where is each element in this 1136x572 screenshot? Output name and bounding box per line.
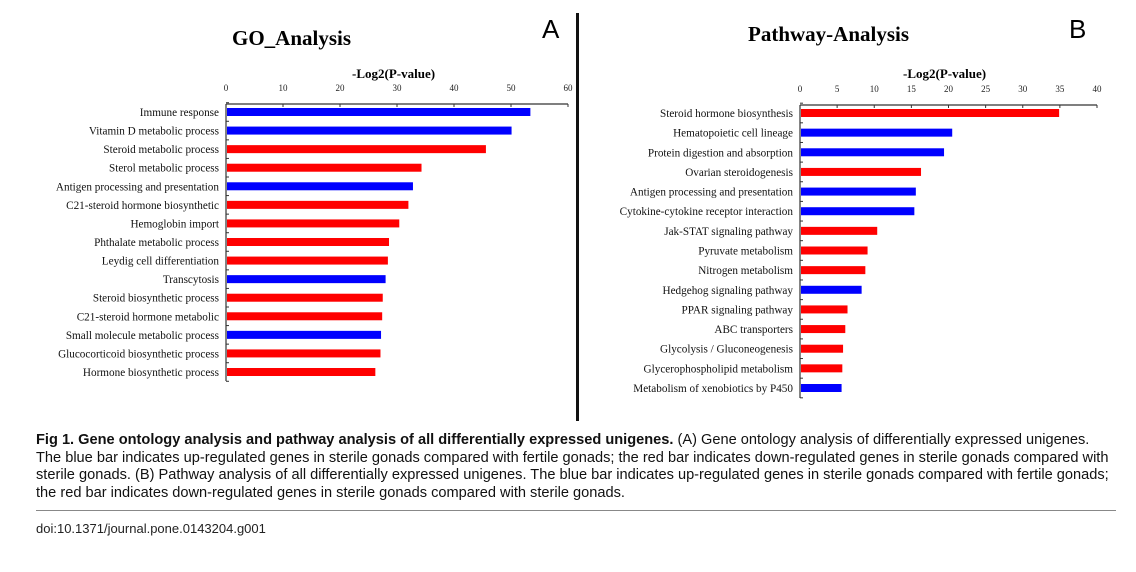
- category-label-b: PPAR signaling pathway: [682, 304, 794, 316]
- bar-b: [801, 148, 945, 157]
- x-axis-title-a: -Log2(P-value): [352, 66, 436, 81]
- bar-b: [801, 325, 846, 334]
- category-label-b: ABC transporters: [714, 324, 793, 336]
- category-label-b: Hematopoietic cell lineage: [673, 128, 793, 140]
- category-label-b: Glycolysis / Gluconeogenesis: [660, 344, 793, 356]
- bar-b: [801, 364, 843, 373]
- x-tick-label-a: 60: [564, 83, 574, 93]
- category-label-a: Sterol metabolic process: [109, 163, 219, 175]
- bar-a: [227, 219, 400, 228]
- caption-title: Fig 1. Gene ontology analysis and pathwa…: [36, 432, 674, 448]
- bar-a: [227, 368, 376, 376]
- chart-a-plot: 0 10 20 30 40 50 60 Immune response Vitamin D me…: [56, 83, 574, 382]
- bar-a: [227, 330, 382, 339]
- category-label-a: Phthalate metabolic process: [94, 237, 219, 249]
- x-tick-label-a: 30: [393, 83, 403, 93]
- x-tick-label-a: 10: [279, 83, 289, 93]
- category-label-b: Metabolism of xenobiotics by P450: [633, 383, 793, 395]
- bar-b: [801, 266, 866, 275]
- category-label-b: Jak-STAT signaling pathway: [664, 226, 793, 238]
- category-label-b: Glycerophospholipid metabolism: [644, 363, 794, 375]
- category-label-b: Nitrogen metabolism: [698, 265, 793, 277]
- x-tick-label-b: 20: [944, 84, 954, 94]
- panel-letter-a: A: [542, 14, 560, 44]
- bar-b: [801, 167, 922, 176]
- category-label-a: Antigen processing and presentation: [56, 181, 220, 193]
- category-label-b: Protein digestion and absorption: [648, 147, 794, 159]
- category-label-b: Antigen processing and presentation: [630, 187, 794, 199]
- bar-b: [801, 109, 1060, 117]
- category-label-a: C21-steroid hormone biosynthetic: [66, 200, 219, 212]
- x-tick-label-b: 25: [981, 84, 991, 94]
- category-label-a: Leydig cell differentiation: [102, 256, 220, 268]
- category-label-a: Vitamin D metabolic process: [89, 126, 219, 138]
- bar-a: [227, 312, 383, 321]
- category-label-b: Hedgehog signaling pathway: [663, 285, 794, 297]
- bar-a: [227, 145, 486, 154]
- x-tick-label-b: 5: [835, 84, 840, 94]
- category-label-b: Pyruvate metabolism: [698, 246, 793, 258]
- bar-a: [227, 256, 388, 265]
- bar-a: [227, 163, 422, 172]
- category-label-a: Glucocorticoid biosynthetic process: [58, 348, 219, 360]
- chart-b-plot: 0 5 10 15 20 25 30 35 40 Steroid hormone biosynth…: [620, 84, 1103, 399]
- x-tick-label-b: 30: [1018, 84, 1028, 94]
- bar-a: [227, 349, 381, 358]
- x-tick-label-b: 0: [798, 84, 803, 94]
- category-label-a: Hemoglobin import: [130, 218, 219, 230]
- category-label-a: Small molecule metabolic process: [66, 330, 219, 342]
- category-label-a: C21-steroid hormone metabolic: [77, 311, 219, 323]
- bar-a: [227, 275, 386, 284]
- bar-a: [227, 293, 383, 302]
- bar-a: [227, 238, 390, 246]
- category-label-b: Steroid hormone biosynthesis: [660, 108, 793, 120]
- category-label-b: Cytokine-cytokine receptor interaction: [620, 206, 794, 218]
- bar-b: [801, 128, 953, 137]
- chart-title-a: GO_Analysis: [232, 26, 352, 50]
- bar-b: [801, 207, 915, 216]
- bar-a: [227, 126, 512, 135]
- doi-text: doi:10.1371/journal.pone.0143204.g001: [36, 521, 266, 536]
- category-label-a: Immune response: [140, 107, 219, 119]
- category-label-a: Hormone biosynthetic process: [83, 367, 219, 379]
- x-tick-label-b: 10: [870, 84, 880, 94]
- bar-b: [801, 384, 842, 392]
- bar-a: [227, 200, 409, 209]
- bar-a: [227, 182, 413, 191]
- category-label-a: Steroid metabolic process: [103, 144, 219, 156]
- x-tick-label-a: 40: [450, 83, 460, 93]
- x-tick-label-b: 35: [1055, 84, 1065, 94]
- x-tick-label-a: 50: [507, 83, 517, 93]
- category-label-b: Ovarian steroidogenesis: [685, 167, 793, 179]
- panel-letter-b: B: [1069, 14, 1087, 44]
- figure-caption: Fig 1. Gene ontology analysis and pathwa…: [36, 432, 1116, 502]
- caption-rule: [36, 510, 1116, 511]
- bar-a: [227, 108, 531, 116]
- panel-divider: [576, 13, 579, 421]
- x-tick-label-b: 40: [1093, 84, 1103, 94]
- chart-title-b: Pathway-Analysis: [748, 22, 910, 46]
- bar-b: [801, 226, 878, 235]
- bar-b: [801, 285, 862, 294]
- bar-b: [801, 246, 868, 255]
- x-tick-label-b: 15: [907, 84, 917, 94]
- category-label-a: Transcytosis: [163, 274, 219, 286]
- x-tick-label-a: 0: [224, 83, 229, 93]
- bar-b: [801, 187, 916, 196]
- category-label-a: Steroid biosynthetic process: [93, 293, 219, 305]
- x-axis-title-b: -Log2(P-value): [903, 66, 987, 81]
- bar-b: [801, 305, 848, 314]
- caption-text: (A) Gene ontology analysis of differenti…: [36, 432, 1109, 501]
- x-tick-label-a: 20: [336, 83, 346, 93]
- bar-b: [801, 344, 844, 353]
